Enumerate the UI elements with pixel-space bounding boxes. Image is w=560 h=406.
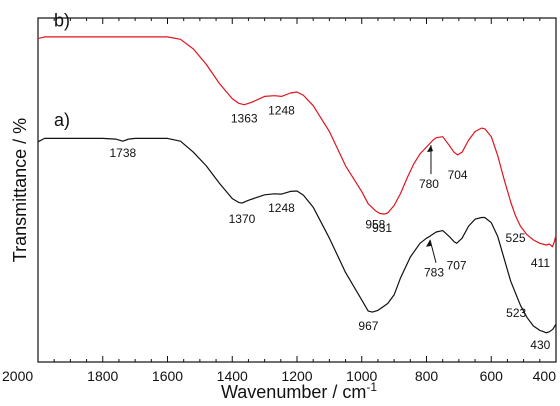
- peak-label: 707: [447, 258, 467, 272]
- plot-frame: [37, 17, 557, 363]
- peak-label: 525: [506, 231, 526, 245]
- axes: 2000 1800 1600 1400 1200 1000 800 600 400 Wavenum…: [2, 18, 557, 402]
- x-axis-title: Wavenumber / cm-1: [221, 380, 377, 402]
- peak-label: 1363: [231, 112, 258, 126]
- peak-label: 931: [372, 221, 392, 235]
- x-tick-label: 1200: [281, 368, 312, 384]
- peak-label: 430: [530, 338, 550, 352]
- series-lines: b) a): [37, 11, 557, 334]
- x-tick-label: 400: [533, 368, 557, 384]
- peak-label: 783: [424, 266, 444, 280]
- x-tick-label: 2000: [2, 368, 33, 384]
- peak-arrow-head: [426, 145, 433, 153]
- plot-area: [37, 17, 557, 363]
- peak-label: 1738: [109, 146, 136, 160]
- x-axis-title-superscript: -1: [366, 380, 377, 394]
- peak-label: 1248: [268, 103, 295, 117]
- x-tick-label: 1000: [346, 368, 377, 384]
- x-axis-title-text: Wavenumber / cm: [221, 382, 366, 402]
- y-axis-title: Transmittance / %: [10, 118, 30, 262]
- x-tick-label: 1600: [152, 368, 183, 384]
- series-label: a): [54, 110, 70, 130]
- x-tick-label: 800: [415, 368, 439, 384]
- x-tick-label: 600: [480, 368, 504, 384]
- series-label: b): [54, 11, 70, 31]
- peak-label: 704: [448, 168, 468, 182]
- peak-label: 780: [419, 177, 439, 191]
- series-line: [37, 137, 557, 334]
- series-line: [37, 36, 557, 248]
- peak-label: 523: [506, 306, 526, 320]
- peak-label: 958: [365, 218, 385, 232]
- peak-label: 1370: [229, 212, 256, 226]
- peak-label: 1248: [268, 201, 295, 215]
- peak-label: 411: [531, 256, 550, 270]
- peak-arrow-head: [426, 239, 433, 247]
- x-tick-label: 1400: [217, 368, 248, 384]
- peak-label: 967: [358, 319, 378, 333]
- x-tick-label: 1800: [87, 368, 118, 384]
